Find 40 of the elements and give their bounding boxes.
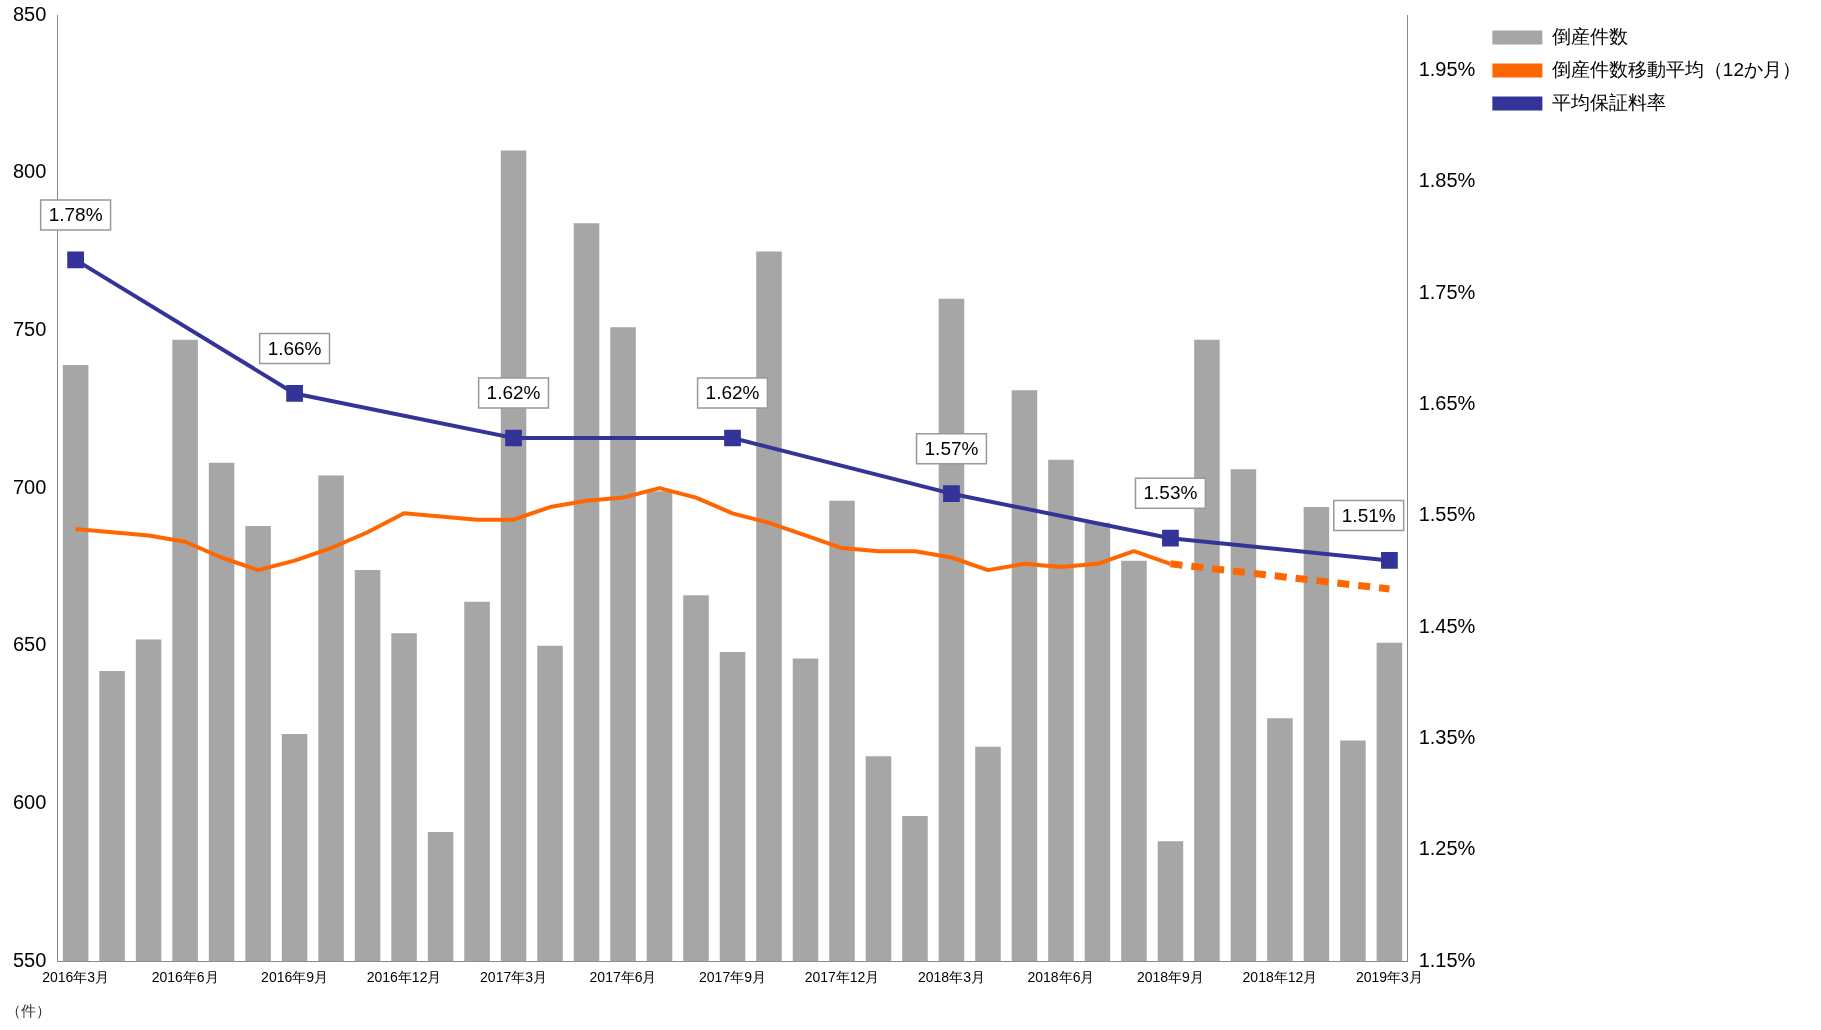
x-tick-label: 2016年6月 <box>151 969 219 986</box>
y-tick-label: 800 <box>12 160 47 183</box>
y-tick-label: 850 <box>12 2 47 25</box>
y2-tick-label: 1.75% <box>1418 280 1476 303</box>
y2-tick-label: 1.35% <box>1418 726 1476 749</box>
legend-label: 倒産件数移動平均（12か月） <box>1551 58 1802 80</box>
x-tick-label: 2016年12月 <box>366 969 442 986</box>
x-tick-label: 2018年9月 <box>1136 969 1204 986</box>
x-tick-label: 2018年12月 <box>1242 969 1318 986</box>
y2-tick-label: 1.45% <box>1418 614 1476 637</box>
y-tick-label: 550 <box>12 948 47 971</box>
x-tick-label: 2019年3月 <box>1355 969 1423 986</box>
legend-label: 倒産件数 <box>1551 25 1628 47</box>
data-label: 1.57% <box>924 437 979 459</box>
x-tick-label: 2018年6月 <box>1027 969 1095 986</box>
x-tick-label: 2017年6月 <box>589 969 657 986</box>
x-tick-label: 2016年9月 <box>261 969 329 986</box>
y2-tick-label: 1.95% <box>1418 58 1476 81</box>
x-tick-label: 2017年12月 <box>804 969 880 986</box>
x-tick-label: 2018年3月 <box>918 969 985 986</box>
x-tick-label: 2016年3月 <box>42 969 110 986</box>
data-label: 1.53% <box>1143 482 1198 504</box>
y2-tick-label: 1.65% <box>1418 392 1476 415</box>
y2-tick-label: 1.85% <box>1418 169 1476 192</box>
y2-tick-label: 1.25% <box>1418 837 1476 860</box>
x-tick-label: 2017年9月 <box>699 969 766 986</box>
y2-tick-label: 1.55% <box>1418 503 1476 526</box>
data-label: 1.78% <box>48 204 103 226</box>
data-label: 1.62% <box>486 382 541 404</box>
data-label: 1.51% <box>1341 504 1396 526</box>
x-tick-label: 2017年3月 <box>480 969 548 986</box>
y-tick-label: 600 <box>12 791 47 814</box>
y-tick-label: 750 <box>12 317 47 340</box>
y2-tick-label: 1.15% <box>1418 948 1476 971</box>
data-label: 1.62% <box>705 382 760 404</box>
y-axis-title: （件） <box>6 1002 51 1020</box>
y-tick-label: 650 <box>12 633 47 656</box>
data-label: 1.66% <box>267 337 322 359</box>
y-tick-label: 700 <box>12 475 47 498</box>
legend-label: 平均保証料率 <box>1551 91 1666 113</box>
